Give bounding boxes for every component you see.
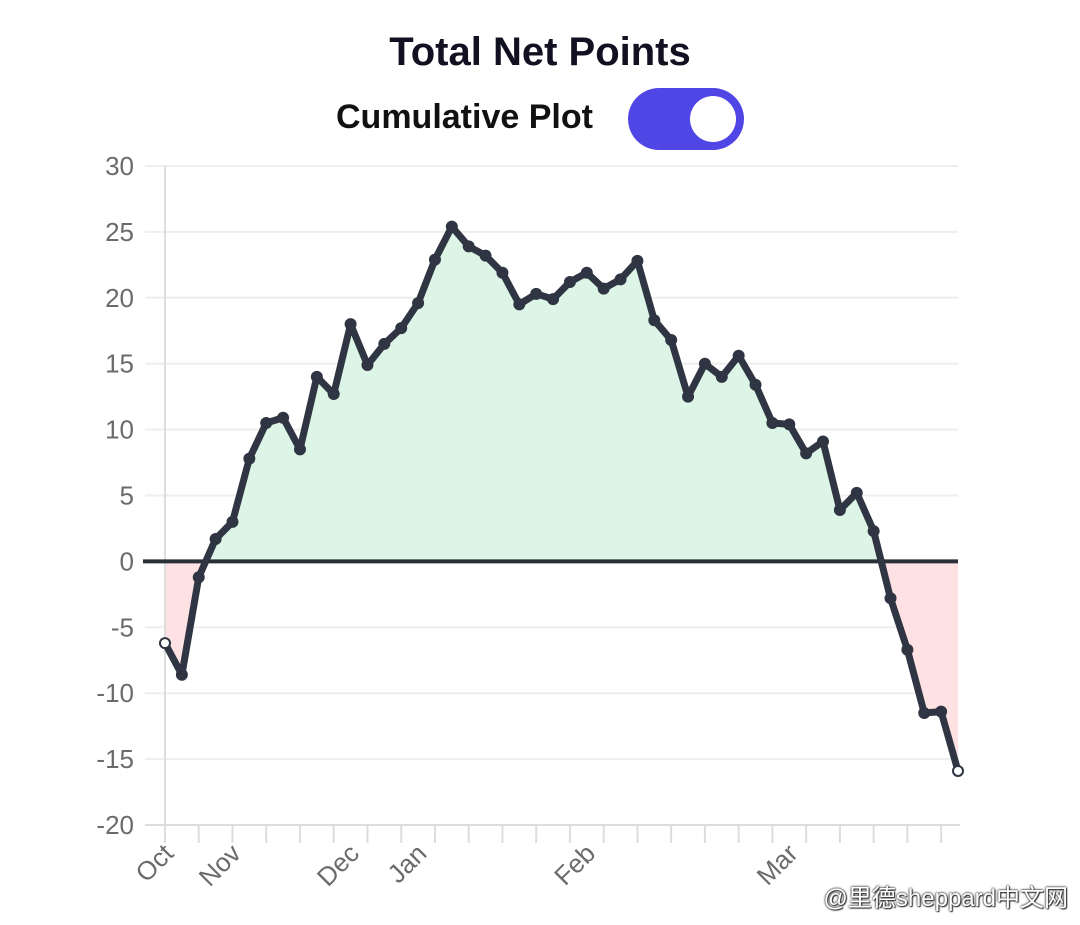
data-point[interactable] [260, 417, 273, 430]
x-tick-label: Feb [548, 838, 601, 891]
data-point[interactable] [580, 266, 593, 279]
data-point[interactable] [243, 452, 256, 465]
y-tick-label: -20 [96, 810, 134, 840]
data-point[interactable] [901, 643, 914, 656]
data-point[interactable] [293, 443, 306, 456]
data-point[interactable] [547, 293, 560, 306]
data-point[interactable] [935, 705, 948, 718]
toggle-knob [690, 96, 736, 142]
data-point[interactable] [496, 266, 509, 279]
y-tick-label: 20 [105, 283, 134, 313]
data-point[interactable] [445, 220, 458, 233]
data-point[interactable] [715, 370, 728, 383]
data-point[interactable] [192, 571, 205, 584]
axes [143, 166, 960, 827]
y-tick-label: -10 [96, 678, 134, 708]
data-point[interactable] [175, 668, 188, 681]
data-point[interactable] [817, 435, 830, 448]
data-point[interactable] [648, 314, 661, 327]
y-tick-label: 30 [105, 151, 134, 181]
x-tick-label: Nov [193, 838, 247, 892]
cumulative-toggle-row: Cumulative Plot [0, 86, 1080, 152]
data-point[interactable] [749, 378, 762, 391]
data-point[interactable] [327, 388, 340, 401]
x-tick-label: Oct [129, 837, 179, 887]
data-point[interactable] [563, 275, 576, 288]
data-point[interactable] [800, 447, 813, 460]
cumulative-plot-label: Cumulative Plot [336, 98, 593, 136]
y-tick-label: 15 [105, 349, 134, 379]
data-point[interactable] [665, 333, 678, 346]
y-tick-label: -5 [111, 612, 134, 642]
data-point[interactable] [412, 297, 425, 310]
chart-title: Total Net Points [389, 30, 691, 74]
data-point[interactable] [766, 417, 779, 430]
y-tick-label: 5 [120, 481, 134, 511]
x-tick-label: Mar [751, 838, 804, 891]
data-point[interactable] [614, 273, 627, 286]
data-point[interactable] [918, 706, 931, 719]
data-point[interactable] [732, 349, 745, 362]
y-tick-label: 10 [105, 415, 134, 445]
y-tick-label: 0 [120, 546, 134, 576]
data-point[interactable] [344, 318, 357, 331]
watermark: @里德sheppard中文网 [823, 885, 1068, 912]
data-point[interactable] [631, 254, 644, 267]
data-point[interactable] [682, 390, 695, 403]
data-point[interactable] [479, 249, 492, 262]
y-axis-ticks: 30 25 20 15 10 5 0 -5 -10 -15 -20 [96, 151, 134, 840]
data-point[interactable] [698, 357, 711, 370]
data-point[interactable] [277, 411, 290, 424]
x-tick-label: Jan [381, 838, 432, 889]
x-tick-label: Dec [311, 838, 365, 892]
data-point[interactable] [378, 337, 391, 350]
y-tick-label: 25 [105, 217, 134, 247]
data-point[interactable] [462, 240, 475, 253]
cumulative-plot-toggle[interactable] [628, 88, 744, 150]
data-point[interactable] [209, 532, 222, 545]
data-point[interactable] [513, 298, 526, 311]
data-point[interactable] [226, 515, 239, 528]
data-point[interactable] [361, 359, 374, 372]
data-point[interactable] [952, 764, 964, 777]
x-axis-ticks: Oct Nov Dec Jan Feb Mar [129, 825, 943, 892]
data-point[interactable] [597, 282, 610, 295]
data-point[interactable] [884, 592, 897, 605]
data-point[interactable] [833, 503, 846, 516]
data-point[interactable] [159, 637, 171, 650]
data-point[interactable] [530, 287, 543, 300]
positive-area [165, 226, 958, 562]
data-point[interactable] [395, 322, 408, 335]
data-point[interactable] [783, 418, 796, 431]
data-points [159, 220, 964, 777]
data-point[interactable] [867, 525, 880, 538]
data-point[interactable] [428, 253, 441, 266]
data-point[interactable] [850, 486, 863, 499]
area-fills [165, 226, 958, 771]
y-tick-label: -15 [96, 744, 134, 774]
data-point[interactable] [310, 370, 323, 383]
